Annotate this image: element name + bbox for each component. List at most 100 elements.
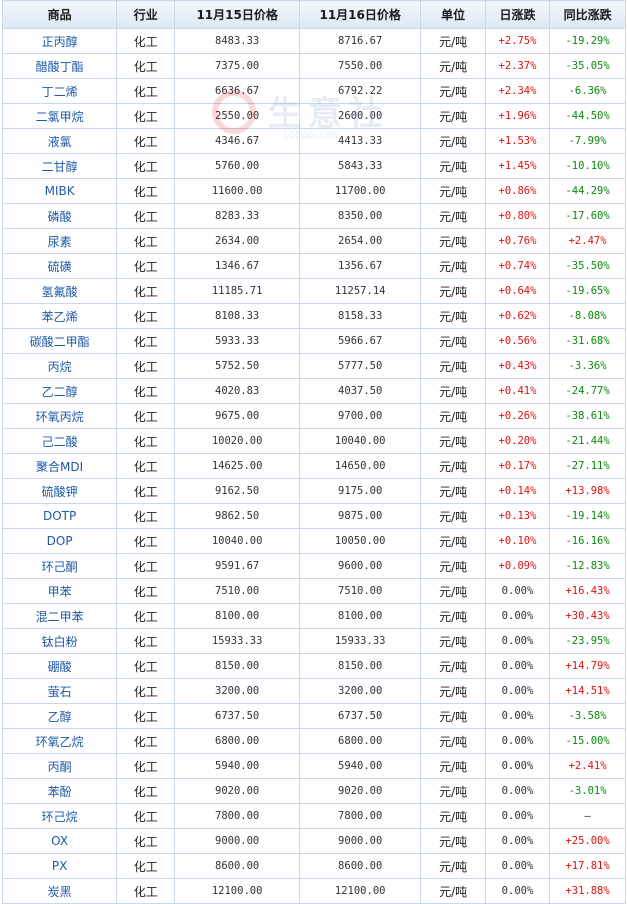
commodity-name-link[interactable]: OX	[1, 828, 118, 854]
table-row: 炭黑 化工 12100.00 12100.00 元/吨 0.00% +31.88%	[1, 878, 626, 904]
price-nov15-cell: 7375.00	[174, 53, 300, 79]
commodity-name-link[interactable]: 醋酸丁酯	[1, 53, 118, 79]
price-nov16-cell: 9175.00	[298, 478, 422, 504]
yoy-change-cell: -19.14%	[549, 503, 626, 529]
commodity-name-link[interactable]: 丁二烯	[1, 78, 118, 104]
unit-cell: 元/吨	[420, 328, 486, 354]
price-nov15-cell: 9000.00	[174, 828, 300, 854]
industry-cell: 化工	[116, 128, 176, 154]
yoy-change-cell: +31.88%	[549, 878, 626, 904]
commodity-name-link[interactable]: 尿素	[1, 228, 118, 254]
price-nov15-cell: 10040.00	[174, 528, 300, 554]
price-nov15-cell: 1346.67	[174, 253, 300, 279]
price-nov16-cell: 8100.00	[298, 603, 422, 629]
commodity-name-link[interactable]: 氢氟酸	[1, 278, 118, 304]
industry-cell: 化工	[116, 228, 176, 254]
price-nov15-cell: 8600.00	[174, 853, 300, 879]
commodity-name-link[interactable]: 二甘醇	[1, 153, 118, 179]
unit-cell: 元/吨	[420, 103, 486, 129]
commodity-name-link[interactable]: 萤石	[1, 678, 118, 704]
commodity-name-link[interactable]: 乙醇	[1, 703, 118, 729]
commodity-name-link[interactable]: 聚合MDI	[1, 453, 118, 479]
industry-cell: 化工	[116, 253, 176, 279]
price-nov16-cell: 9600.00	[298, 553, 422, 579]
commodity-name-link[interactable]: 环己酮	[1, 553, 118, 579]
daily-change-cell: +1.45%	[484, 153, 551, 179]
commodity-name-link[interactable]: 环氧乙烷	[1, 728, 118, 754]
price-nov16-cell: 7800.00	[298, 803, 422, 829]
price-nov16-cell: 2654.00	[298, 228, 422, 254]
table-row: 己二酸 化工 10020.00 10040.00 元/吨 +0.20% -21.44%	[1, 428, 626, 454]
commodity-name-link[interactable]: 液氯	[1, 128, 118, 154]
commodity-name-link[interactable]: DOP	[1, 528, 118, 554]
yoy-change-cell: -17.60%	[549, 203, 626, 229]
commodity-name-link[interactable]: 二氯甲烷	[1, 103, 118, 129]
commodity-name-link[interactable]: 乙二醇	[1, 378, 118, 404]
yoy-change-cell: -15.00%	[549, 728, 626, 754]
industry-cell: 化工	[116, 603, 176, 629]
commodity-name-link[interactable]: 环己烷	[1, 803, 118, 829]
commodity-name-link[interactable]: MIBK	[1, 178, 118, 204]
commodity-name-link[interactable]: 甲苯	[1, 578, 118, 604]
commodity-name-link[interactable]: 正丙醇	[1, 28, 118, 54]
price-nov15-cell: 15933.33	[174, 628, 300, 654]
daily-change-cell: 0.00%	[484, 603, 551, 629]
industry-cell: 化工	[116, 703, 176, 729]
commodity-name-link[interactable]: 环氧丙烷	[1, 403, 118, 429]
industry-cell: 化工	[116, 528, 176, 554]
industry-cell: 化工	[116, 453, 176, 479]
price-nov16-cell: 6792.22	[298, 78, 422, 104]
daily-change-cell: +0.74%	[484, 253, 551, 279]
daily-change-cell: 0.00%	[484, 878, 551, 904]
price-nov16-cell: 5777.50	[298, 353, 422, 379]
price-nov16-cell: 9700.00	[298, 403, 422, 429]
price-nov16-cell: 10040.00	[298, 428, 422, 454]
commodity-name-link[interactable]: 丙烷	[1, 353, 118, 379]
unit-cell: 元/吨	[420, 128, 486, 154]
daily-change-cell: 0.00%	[484, 653, 551, 679]
industry-cell: 化工	[116, 303, 176, 329]
daily-change-cell: +0.10%	[484, 528, 551, 554]
daily-change-cell: +0.17%	[484, 453, 551, 479]
yoy-change-cell: -10.10%	[549, 153, 626, 179]
commodity-name-link[interactable]: 硫酸钾	[1, 478, 118, 504]
price-nov15-cell: 5940.00	[174, 753, 300, 779]
daily-change-cell: +0.41%	[484, 378, 551, 404]
daily-change-cell: +0.13%	[484, 503, 551, 529]
commodity-name-link[interactable]: 苯乙烯	[1, 303, 118, 329]
daily-change-cell: +0.80%	[484, 203, 551, 229]
commodity-name-link[interactable]: DOTP	[1, 503, 118, 529]
commodity-name-link[interactable]: 磷酸	[1, 203, 118, 229]
yoy-change-cell: -21.44%	[549, 428, 626, 454]
table-row: 尿素 化工 2634.00 2654.00 元/吨 +0.76% +2.47%	[1, 228, 626, 254]
industry-cell: 化工	[116, 678, 176, 704]
commodity-name-link[interactable]: 丙酮	[1, 753, 118, 779]
commodity-name-link[interactable]: 碳酸二甲酯	[1, 328, 118, 354]
column-header-daily-change: 日涨跌	[484, 0, 551, 29]
commodity-name-link[interactable]: 苯酚	[1, 778, 118, 804]
price-nov15-cell: 12100.00	[174, 878, 300, 904]
price-nov16-cell: 4037.50	[298, 378, 422, 404]
daily-change-cell: +0.86%	[484, 178, 551, 204]
price-nov15-cell: 6800.00	[174, 728, 300, 754]
price-nov15-cell: 11185.71	[174, 278, 300, 304]
price-nov15-cell: 11600.00	[174, 178, 300, 204]
daily-change-cell: +0.20%	[484, 428, 551, 454]
table-body: 正丙醇 化工 8483.33 8716.67 元/吨 +2.75% -19.29% 醋酸丁酯化…	[1, 28, 626, 904]
commodity-name-link[interactable]: 混二甲苯	[1, 603, 118, 629]
table-row: 环氧乙烷 化工 6800.00 6800.00 元/吨 0.00% -15.00%	[1, 728, 626, 754]
table-row: DOP 化工 10040.00 10050.00 元/吨 +0.10% -16.16%	[1, 528, 626, 554]
commodity-name-link[interactable]: 炭黑	[1, 878, 118, 904]
unit-cell: 元/吨	[420, 178, 486, 204]
commodity-name-link[interactable]: 硼酸	[1, 653, 118, 679]
commodity-name-link[interactable]: PX	[1, 853, 118, 879]
industry-cell: 化工	[116, 353, 176, 379]
commodity-name-link[interactable]: 钛白粉	[1, 628, 118, 654]
yoy-change-cell: +16.43%	[549, 578, 626, 604]
commodity-name-link[interactable]: 硫磺	[1, 253, 118, 279]
price-nov16-cell: 12100.00	[298, 878, 422, 904]
industry-cell: 化工	[116, 778, 176, 804]
yoy-change-cell: -38.61%	[549, 403, 626, 429]
commodity-name-link[interactable]: 己二酸	[1, 428, 118, 454]
industry-cell: 化工	[116, 78, 176, 104]
